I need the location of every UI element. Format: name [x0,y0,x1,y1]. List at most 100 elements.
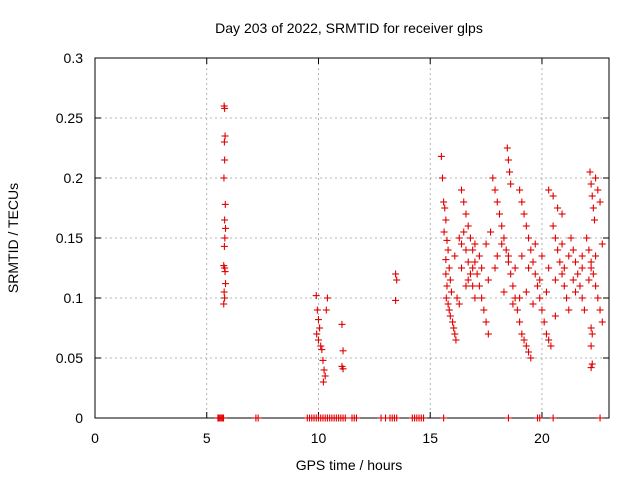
axis-ticks [94,57,609,419]
data-point [540,318,548,326]
data-point [442,256,450,264]
data-point [589,270,597,278]
data-point [569,246,577,254]
data-point [516,294,524,302]
data-point [498,222,506,230]
data-point [453,294,461,302]
data-point [558,210,566,218]
data-point [585,276,593,284]
data-point [442,216,450,224]
data-point [440,198,448,206]
data-point [498,240,506,248]
data-point [462,246,470,254]
y-tick-label: 0.05 [56,350,83,366]
data-point [451,330,459,338]
data-point [503,144,511,152]
x-tick-label: 15 [422,430,438,446]
data-point [576,282,584,290]
data-point [484,276,492,284]
data-point [551,234,559,242]
data-point [525,264,533,272]
data-point [506,168,514,176]
data-point [588,360,596,368]
data-point [547,342,555,350]
data-point [460,228,468,236]
x-tick-label: 10 [311,430,327,446]
data-point [449,318,457,326]
data-point [392,270,400,278]
data-point [478,264,486,272]
data-point [520,210,528,218]
data-point [589,204,597,212]
data-point [458,186,466,194]
data-point [319,378,327,386]
data-point [471,240,479,248]
data-point [556,258,564,266]
data-point [502,246,510,254]
data-point [504,258,512,266]
data-point [220,138,228,146]
data-point [578,294,586,302]
data-point [442,294,450,302]
data-point [578,264,586,272]
data-point [592,252,600,260]
data-point [462,282,470,290]
data-point [458,240,466,248]
data-point [536,414,544,422]
data-point [531,240,539,248]
data-point [491,186,499,194]
data-point [221,200,229,208]
data-point [321,372,329,380]
y-tick-label: 0.25 [56,110,83,126]
data-point [319,356,327,364]
y-tick-label: 0.15 [56,230,83,246]
data-point [525,348,533,356]
data-point [592,282,600,290]
data-point [504,156,512,164]
data-point [220,242,228,250]
data-point [437,152,445,160]
data-point [323,294,331,302]
data-point [220,288,228,296]
data-point [531,270,539,278]
data-point [560,264,568,272]
data-point [469,282,477,290]
data-point [500,234,508,242]
data-point [560,282,568,290]
data-point [339,365,347,373]
data-point [313,306,321,314]
data-point [500,288,508,296]
data-point [545,336,553,344]
data-point [542,330,550,338]
data-point [551,276,559,284]
data-point [538,252,546,260]
data-point [522,288,530,296]
data-point [475,252,483,260]
data-point [574,270,582,278]
data-point [393,414,401,422]
y-axis-label: SRMTID / TECUs [5,183,21,293]
data-point [504,252,512,260]
data-point [440,414,448,422]
data-point [482,318,490,326]
data-point [554,246,562,254]
data-point [317,342,325,350]
data-point [441,204,449,212]
data-point [529,258,537,266]
data-point [504,414,512,422]
data-point [442,270,450,278]
data-point [221,268,229,276]
data-point [444,300,452,308]
x-tick-label: 0 [91,430,99,446]
data-point [594,294,602,302]
data-point [469,264,477,272]
data-point [313,330,321,338]
data-point [545,264,553,272]
x-tick-label: 5 [203,430,211,446]
y-tick-label: 0.3 [64,50,84,66]
data-point [569,276,577,284]
data-point [493,198,501,206]
data-point [509,300,517,308]
data-point [587,324,595,332]
data-point [538,306,546,314]
